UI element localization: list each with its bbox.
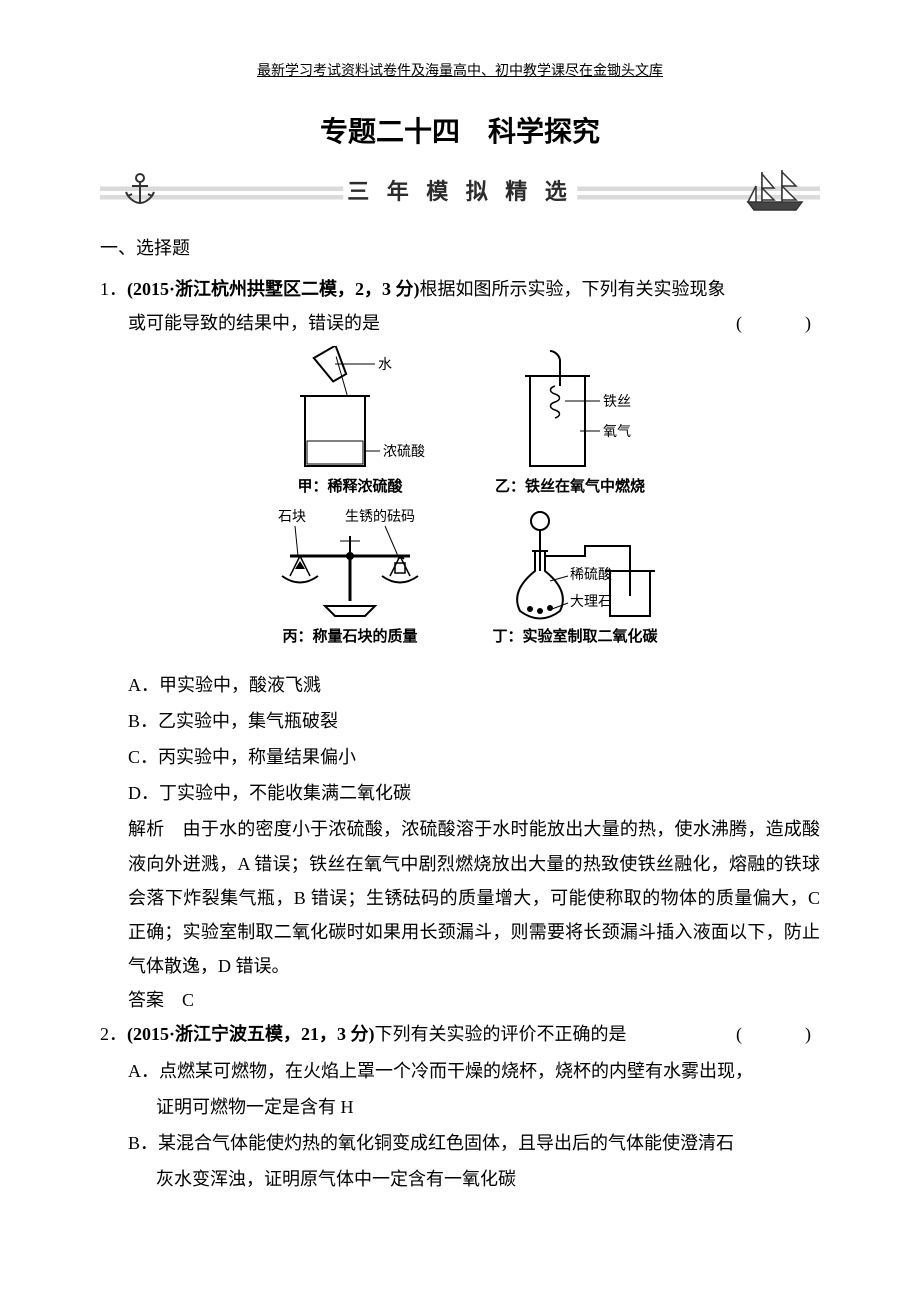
fig-bing: 石块 生锈的砝码 [278, 509, 418, 616]
anchor-icon [120, 170, 160, 215]
q2-option-B-line2: 灰水变浑浊，证明原气体中一定含有一氧化碳 [100, 1162, 820, 1196]
q1-expl-label: 解析 [128, 819, 164, 839]
fig-ding: 稀硫酸 大理石 [517, 512, 655, 619]
label-marble: 大理石 [570, 594, 612, 610]
banner-text: 三 年 模 拟 精 选 [343, 174, 577, 206]
q1-options: A．甲实验中，酸液飞溅 B．乙实验中，集气瓶破裂 C．丙实验中，称量结果偏小 D… [100, 668, 820, 811]
header-note: 最新学习考试资料试卷件及海量高中、初中教学课尽在金锄头文库 [100, 60, 820, 80]
q2-option-A-line1: A．点燃某可燃物，在火焰上罩一个冷而干燥的烧杯，烧杯的内壁有水雾出现， [100, 1054, 820, 1088]
question-2: 2．(2015·浙江宁波五模，21，3 分)下列有关实验的评价不正确的是 ( )… [100, 1017, 820, 1196]
label-acid: 浓硫酸 [383, 444, 425, 460]
q1-option-D: D．丁实验中，不能收集满二氧化碳 [128, 776, 820, 810]
label-oxygen: 氧气 [603, 424, 631, 440]
ship-icon [740, 166, 810, 219]
q1-option-A: A．甲实验中，酸液飞溅 [128, 668, 820, 702]
q1-stem-first: 根据如图所示实验，下列有关实验现象 [420, 279, 726, 299]
q2-option-A-line2: 证明可燃物一定是含有 H [100, 1090, 820, 1124]
q1-answer: 答案 C [100, 983, 820, 1017]
q1-paren: ( ) [736, 306, 820, 340]
q1-explanation: 解析 由于水的密度小于浓硫酸，浓硫酸溶于水时能放出大量的热，使水沸腾，造成酸液向… [100, 812, 820, 983]
q2-number: 2． [100, 1024, 127, 1044]
q2-stem: 下列有关实验的评价不正确的是 [375, 1024, 627, 1044]
caption-ding: 丁：实验室制取二氧化碳 [492, 627, 658, 645]
label-stone: 石块 [278, 509, 306, 525]
q1-figure: 水 浓硫酸 甲：稀释浓硫酸 铁丝 氧气 乙：铁丝在氧气中燃 [100, 346, 820, 657]
topic-title: 专题二十四 科学探究 [100, 110, 820, 150]
q2-source: (2015·浙江宁波五模，21，3 分) [127, 1024, 375, 1044]
fig-yi: 铁丝 氧气 [525, 351, 631, 466]
label-iron: 铁丝 [603, 394, 631, 410]
q1-ans-text: C [164, 990, 194, 1010]
q2-option-B-line1: B．某混合气体能使灼热的氧化铜变成红色固体，且导出后的气体能使澄清石 [100, 1126, 820, 1160]
label-water: 水 [378, 357, 392, 373]
label-weight: 生锈的砝码 [345, 509, 415, 525]
caption-yi: 乙：铁丝在氧气中燃烧 [495, 477, 645, 495]
q1-expl-text: 由于水的密度小于浓硫酸，浓硫酸溶于水时能放出大量的热，使水沸腾，造成酸液向外迸溅… [128, 819, 820, 976]
q1-source: (2015·浙江杭州拱墅区二模，2，3 分) [127, 279, 420, 299]
page: 最新学习考试资料试卷件及海量高中、初中教学课尽在金锄头文库 专题二十四 科学探究… [0, 0, 920, 1302]
section-heading: 一、选择题 [100, 234, 820, 260]
q1-number: 1． [100, 279, 127, 299]
q1-option-C: C．丙实验中，称量结果偏小 [128, 740, 820, 774]
q1-option-B: B．乙实验中，集气瓶破裂 [128, 704, 820, 738]
caption-jia: 甲：稀释浓硫酸 [297, 477, 403, 495]
question-1: 1．(2015·浙江杭州拱墅区二模，2，3 分)根据如图所示实验，下列有关实验现… [100, 272, 820, 1017]
q1-stem-cont: 或可能导致的结果中，错误的是 [128, 313, 380, 333]
fig-jia: 水 浓硫酸 [300, 346, 425, 466]
label-dilute: 稀硫酸 [570, 567, 612, 583]
caption-bing: 丙：称量石块的质量 [282, 627, 417, 645]
q1-ans-label: 答案 [128, 990, 164, 1010]
q2-paren: ( ) [736, 1017, 820, 1051]
banner: 三 年 模 拟 精 选 [100, 164, 820, 216]
